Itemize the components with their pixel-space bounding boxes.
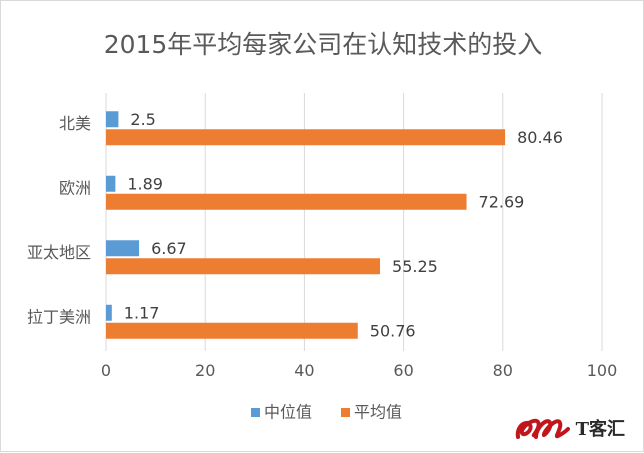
x-tick-label: 60 <box>393 361 413 380</box>
bar-median <box>106 175 116 192</box>
bar-median <box>106 304 112 321</box>
bar-mean <box>106 258 381 275</box>
legend-label: 中位值 <box>264 403 312 422</box>
x-tick-label: 80 <box>493 361 513 380</box>
data-label: 2.5 <box>130 110 155 129</box>
bar-median <box>106 111 119 128</box>
bar-mean <box>106 193 467 210</box>
data-label: 1.89 <box>127 174 163 193</box>
watermark-text: T客汇 <box>575 419 625 440</box>
x-tick-label: 20 <box>195 361 215 380</box>
data-label: 1.17 <box>124 303 160 322</box>
watermark-swirl-icon <box>515 418 570 439</box>
bar-mean <box>106 129 506 146</box>
data-label: 55.25 <box>392 257 438 276</box>
x-tick-label: 0 <box>101 361 111 380</box>
bar-median <box>106 240 140 257</box>
watermark-logo: T客汇 <box>514 413 625 443</box>
category-label: 亚太地区 <box>27 243 91 262</box>
x-tick-label: 100 <box>587 361 618 380</box>
data-label: 72.69 <box>479 192 525 211</box>
x-tick-label: 40 <box>294 361 314 380</box>
category-label: 拉丁美洲 <box>27 307 91 326</box>
category-label: 欧洲 <box>59 178 91 197</box>
data-label: 6.67 <box>151 239 187 258</box>
bar-mean <box>106 322 358 339</box>
chart-title: 2015年平均每家公司在认知技术的投入 <box>104 30 543 59</box>
data-label: 50.76 <box>370 321 416 340</box>
legend-swatch <box>251 408 260 417</box>
legend-swatch <box>341 408 350 417</box>
legend-label: 平均值 <box>354 403 402 422</box>
category-label: 北美 <box>59 114 91 133</box>
data-label: 80.46 <box>517 128 563 147</box>
